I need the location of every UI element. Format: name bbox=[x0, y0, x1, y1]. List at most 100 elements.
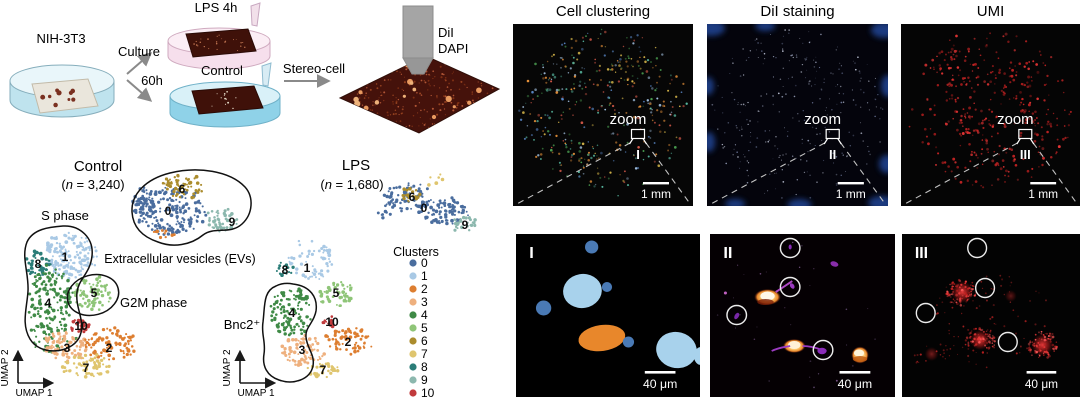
stain-dapi-label: DAPI bbox=[438, 41, 468, 56]
cluster-number: 10 bbox=[74, 319, 88, 333]
zoom-panel-iii: III 40 μm bbox=[902, 234, 1080, 397]
micrograph-umi: zoom III 1 mm bbox=[901, 24, 1080, 206]
pipette-tip-lps bbox=[250, 2, 261, 27]
roman-numeral: II bbox=[829, 147, 836, 162]
legend-swatch bbox=[409, 389, 417, 397]
legend-swatch bbox=[409, 324, 417, 332]
cluster-number: 5 bbox=[333, 286, 340, 300]
legend-swatch bbox=[409, 311, 417, 319]
cluster-number: 0 bbox=[421, 201, 428, 215]
cluster-number: 2 bbox=[345, 335, 352, 349]
stain-dii-label: DiI bbox=[438, 25, 454, 40]
roman-numeral: II bbox=[723, 244, 732, 262]
faint-speckles bbox=[716, 241, 876, 389]
bnc2-outline bbox=[261, 282, 318, 383]
cluster-number: 0 bbox=[165, 204, 172, 218]
cluster-number: 9 bbox=[229, 215, 236, 229]
legend-swatch bbox=[409, 337, 417, 345]
cluster-number: 7 bbox=[320, 363, 327, 377]
umap-axes-lps: UMAP 2 UMAP 1 bbox=[222, 349, 277, 399]
s-phase-outline bbox=[24, 225, 93, 352]
highlight-circles bbox=[915, 237, 1018, 353]
legend-swatch bbox=[409, 350, 417, 358]
g2m-outline bbox=[66, 273, 120, 317]
scale-bar-label: 1 mm bbox=[836, 187, 866, 201]
legend-label: 3 bbox=[421, 295, 428, 309]
legend-swatch bbox=[409, 363, 417, 371]
control-cluster-numbers: 1 8 4 5 103 2 7 60 9 bbox=[35, 182, 236, 375]
cluster-number: 4 bbox=[289, 306, 296, 320]
zoom-panel-ii: II 40 μm bbox=[710, 234, 895, 397]
cluster-number: 4 bbox=[45, 296, 52, 310]
micrograph-dii-staining: zoom II 1 mm bbox=[707, 24, 888, 206]
scale-bar-label: 1 mm bbox=[1028, 187, 1058, 201]
legend-swatch bbox=[409, 376, 417, 384]
cluster-number: 7 bbox=[83, 361, 90, 375]
duration-label: 60h bbox=[141, 73, 163, 88]
control-chip-dots bbox=[211, 90, 237, 110]
umap2-axis-label: UMAP 2 bbox=[222, 349, 233, 386]
zoom-label: zoom bbox=[610, 111, 647, 128]
petri-dish-lps bbox=[167, 2, 271, 70]
culture-arrows bbox=[126, 52, 153, 102]
platform-label: Stereo-cell bbox=[283, 61, 345, 76]
zoom-box-icon bbox=[628, 128, 648, 145]
legend-label: 10 bbox=[421, 386, 435, 400]
g2m-label: G2M phase bbox=[120, 295, 187, 310]
legend-swatch bbox=[409, 285, 417, 293]
culture-label: Culture bbox=[118, 44, 160, 59]
legend-label: 9 bbox=[421, 373, 428, 387]
scale-bar-label: 40 μm bbox=[838, 377, 872, 391]
dii-stained-cells bbox=[723, 244, 869, 364]
petri-dish-control bbox=[169, 62, 281, 128]
cluster-number: 1 bbox=[304, 261, 311, 275]
pipette-tip-control bbox=[261, 62, 272, 87]
scale-bar: 40 μm bbox=[643, 371, 677, 391]
scale-bar-label: 1 mm bbox=[641, 187, 671, 201]
legend-label: 6 bbox=[421, 334, 428, 348]
lps-n: (n = 1,680) bbox=[320, 177, 383, 192]
legend-label: 4 bbox=[421, 308, 428, 322]
cell-line-label: NIH-3T3 bbox=[36, 31, 85, 46]
micrograph-cell-clustering: zoom I 1 mm bbox=[513, 24, 693, 206]
zoom-panel-i: I 40 μm bbox=[516, 234, 700, 397]
roman-numeral: I bbox=[529, 244, 534, 262]
zoom-label: zoom bbox=[804, 111, 841, 128]
panel-title-umi: UMI bbox=[976, 3, 1005, 20]
umi-dot-field bbox=[908, 32, 1072, 189]
s-phase-label: S phase bbox=[41, 208, 89, 223]
cluster-number: 8 bbox=[282, 263, 289, 277]
roman-numeral: I bbox=[636, 147, 640, 162]
cell-dots bbox=[40, 88, 76, 108]
lps-chip-dots bbox=[193, 34, 246, 52]
scale-bar: 1 mm bbox=[641, 182, 671, 201]
roman-numeral: III bbox=[915, 245, 928, 262]
legend-swatch bbox=[409, 259, 417, 267]
legend-swatch bbox=[409, 298, 417, 306]
legend-title: Clusters bbox=[393, 245, 439, 259]
scale-bar-label: 40 μm bbox=[1025, 377, 1058, 391]
zoom-label: zoom bbox=[997, 111, 1033, 128]
cluster-number: 6 bbox=[409, 190, 416, 204]
cluster-number: 1 bbox=[62, 250, 69, 264]
scale-bar: 40 μm bbox=[838, 371, 872, 391]
dapi-edge-glow bbox=[707, 24, 888, 206]
cell-dot-field bbox=[518, 28, 688, 197]
zoom-box-icon bbox=[1016, 128, 1035, 145]
umap-axes-control: UMAP 2 UMAP 1 bbox=[0, 349, 55, 399]
cluster-number: 3 bbox=[64, 341, 71, 355]
legend-label: 7 bbox=[421, 347, 428, 361]
scale-bar: 1 mm bbox=[836, 182, 866, 201]
umap1-axis-label: UMAP 1 bbox=[15, 388, 52, 399]
petri-dish-nih3t3 bbox=[9, 64, 115, 118]
cluster-number: 5 bbox=[91, 286, 98, 300]
legend-label: 5 bbox=[421, 321, 428, 335]
lps-title: LPS bbox=[342, 157, 370, 174]
cluster-number: 10 bbox=[325, 315, 339, 329]
scale-bar: 1 mm bbox=[1028, 182, 1058, 201]
legend-label: 2 bbox=[421, 282, 428, 296]
